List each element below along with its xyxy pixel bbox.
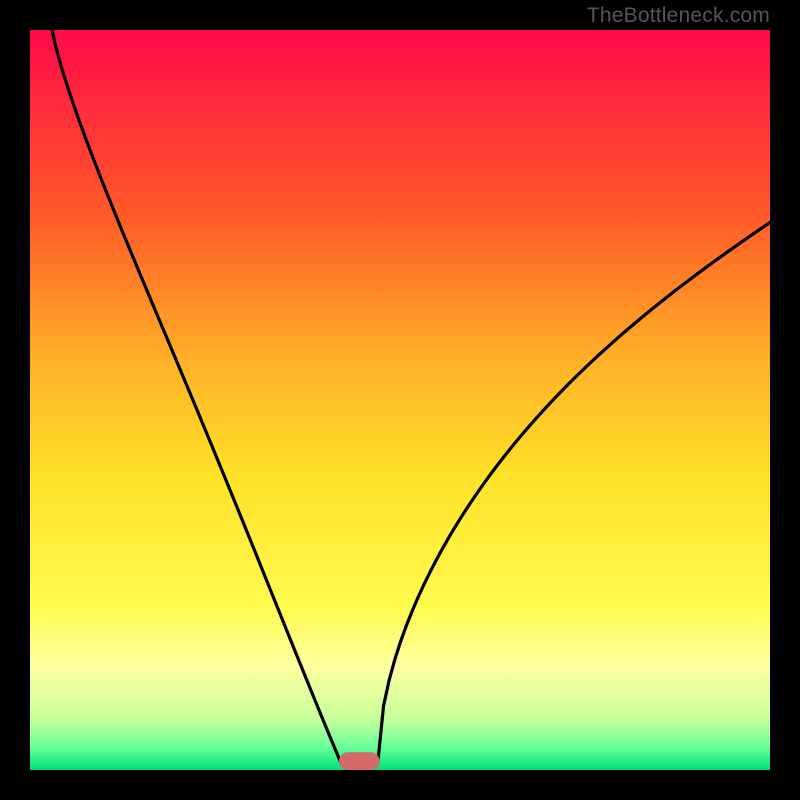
watermark-text: TheBottleneck.com bbox=[587, 4, 770, 28]
bottleneck-chart bbox=[30, 30, 770, 770]
optimum-marker bbox=[339, 752, 380, 770]
chart-frame: TheBottleneck.com bbox=[0, 0, 800, 800]
chart-background bbox=[30, 30, 770, 770]
plot-area bbox=[30, 30, 770, 770]
